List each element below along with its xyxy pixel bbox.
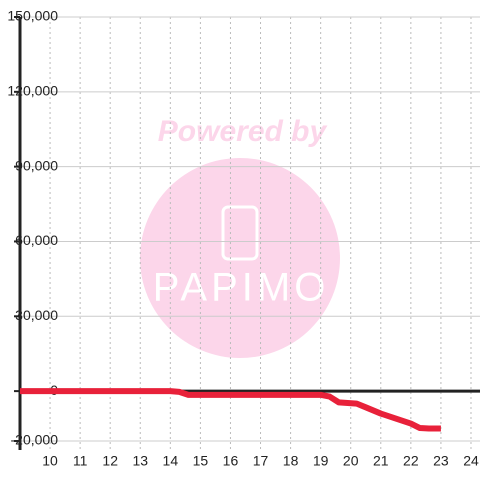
x-tick-label: 16 bbox=[223, 453, 239, 469]
x-tick-label: 19 bbox=[313, 453, 329, 469]
x-tick-label: 11 bbox=[73, 453, 88, 469]
x-tick-label: 17 bbox=[253, 453, 269, 469]
x-tick-label: 15 bbox=[193, 453, 209, 469]
x-tick-label: 20 bbox=[343, 453, 359, 469]
x-tick-label: 21 bbox=[373, 453, 389, 469]
y-tick-label: 120,000 bbox=[7, 83, 58, 99]
y-tick-label: 60,000 bbox=[15, 232, 58, 248]
x-tick-label: 23 bbox=[433, 453, 449, 469]
watermark-text: Powered by bbox=[158, 115, 328, 148]
x-tick-label: 22 bbox=[403, 453, 419, 469]
x-tick-label: 24 bbox=[463, 453, 479, 469]
x-tick-label: 10 bbox=[42, 453, 58, 469]
watermark-phone bbox=[221, 205, 259, 261]
x-tick-label: 14 bbox=[163, 453, 179, 469]
y-tick-label: 150,000 bbox=[7, 8, 58, 24]
y-tick-label: 30,000 bbox=[15, 307, 58, 323]
x-tick-label: 13 bbox=[132, 453, 148, 469]
y-tick-label: -20,000 bbox=[11, 432, 59, 448]
x-tick-label: 12 bbox=[102, 453, 118, 469]
x-tick-label: 18 bbox=[283, 453, 299, 469]
y-tick-label: 90,000 bbox=[15, 157, 58, 173]
watermark-logo: PAPIMO bbox=[153, 266, 330, 310]
line bbox=[20, 388, 441, 432]
